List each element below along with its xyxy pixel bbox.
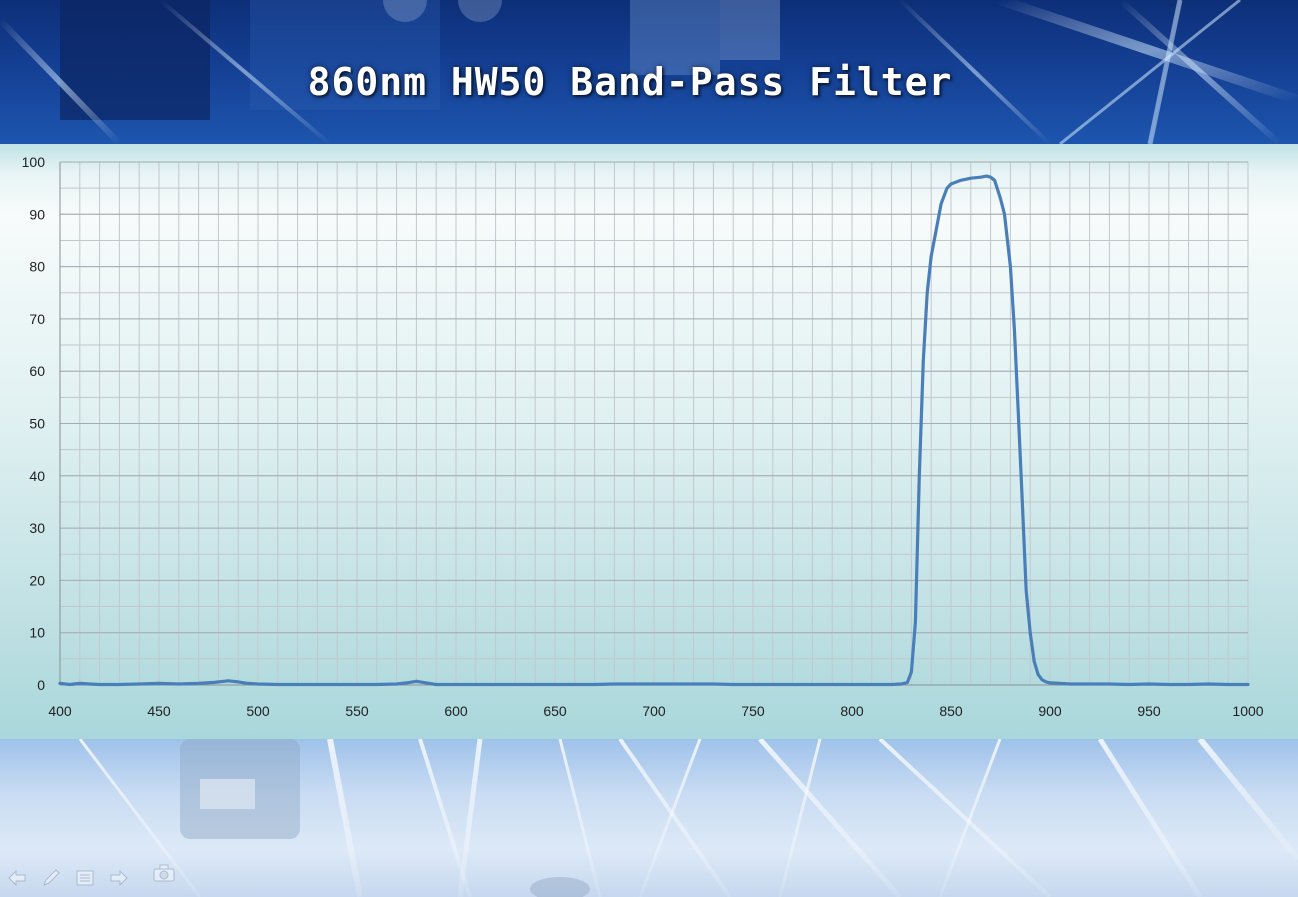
footer-background-art xyxy=(78,739,1298,897)
pen-icon[interactable] xyxy=(40,867,62,889)
series-line xyxy=(58,174,1250,687)
x-tick-label: 550 xyxy=(345,703,369,719)
header-background-art xyxy=(0,0,1298,144)
y-tick-label: 40 xyxy=(29,468,45,484)
x-tick-label: 500 xyxy=(246,703,270,719)
y-tick-label: 90 xyxy=(29,206,45,222)
y-tick-label: 20 xyxy=(29,572,45,588)
x-tick-label: 1000 xyxy=(1232,703,1263,719)
y-tick-label: 0 xyxy=(37,677,45,693)
y-tick-label: 70 xyxy=(29,311,45,327)
footer-background xyxy=(0,739,1298,897)
x-tick-label: 900 xyxy=(1038,703,1062,719)
y-tick-label: 60 xyxy=(29,363,45,379)
x-tick-label: 950 xyxy=(1137,703,1161,719)
x-tick-label: 700 xyxy=(642,703,666,719)
y-tick-label: 80 xyxy=(29,259,45,275)
chart-panel: 0 10 20 30 40 50 60 70 80 90 100 400 450 500 550 600 65… xyxy=(0,144,1298,739)
header-banner: 860nm HW50 Band-Pass Filter xyxy=(0,0,1298,144)
y-tick-label: 100 xyxy=(22,154,46,170)
menu-icon[interactable] xyxy=(74,867,96,889)
next-arrow-icon[interactable] xyxy=(108,867,130,889)
slide-nav-controls xyxy=(6,864,181,893)
y-tick-label: 30 xyxy=(29,520,45,536)
y-tick-label: 10 xyxy=(29,625,45,641)
prev-arrow-icon[interactable] xyxy=(6,867,28,889)
x-tick-label: 850 xyxy=(939,703,963,719)
x-tick-label: 800 xyxy=(840,703,864,719)
x-tick-label: 400 xyxy=(48,703,72,719)
y-tick-label: 50 xyxy=(29,416,45,432)
transmission-chart: 0 10 20 30 40 50 60 70 80 90 100 400 450 500 550 600 65… xyxy=(22,154,1264,719)
slide-title: 860nm HW50 Band-Pass Filter xyxy=(307,60,953,104)
y-axis-tick-labels: 0 10 20 30 40 50 60 70 80 90 100 xyxy=(22,154,46,693)
x-tick-label: 750 xyxy=(741,703,765,719)
x-axis-tick-labels: 400 450 500 550 600 650 700 750 800 850 900 950 1000 xyxy=(48,703,1263,719)
x-tick-label: 600 xyxy=(444,703,468,719)
series-line-group xyxy=(58,174,1250,687)
x-tick-label: 450 xyxy=(147,703,171,719)
camera-icon[interactable] xyxy=(150,859,178,887)
x-tick-label: 650 xyxy=(543,703,567,719)
